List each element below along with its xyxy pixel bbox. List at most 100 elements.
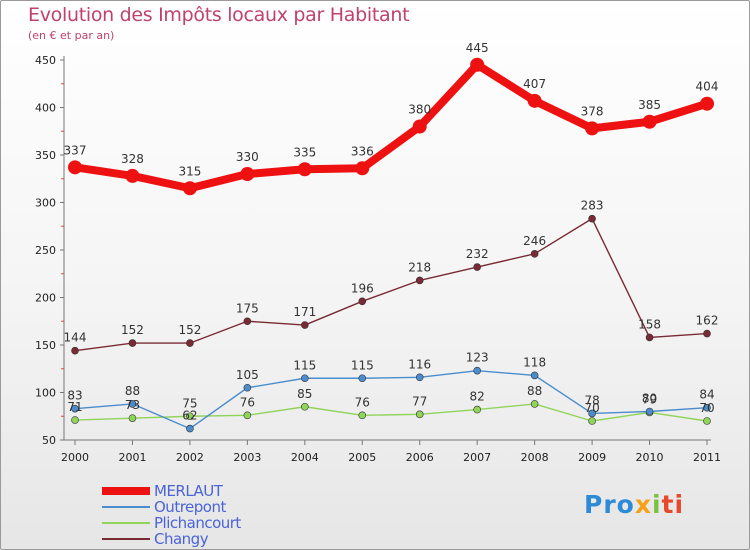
data-point — [301, 402, 309, 411]
data-point — [68, 160, 82, 175]
data-point — [415, 410, 424, 419]
data-point — [128, 339, 137, 347]
data-point — [186, 412, 194, 421]
data-label: 196 — [351, 281, 374, 295]
data-point — [301, 374, 309, 383]
legend-item: Changy — [102, 530, 209, 548]
logo-part: ti — [661, 490, 685, 519]
x-tick-label: 2002 — [176, 451, 204, 464]
data-point — [585, 121, 600, 136]
x-tick-label: 2010 — [636, 451, 664, 464]
data-label: 378 — [581, 104, 604, 118]
y-tick-label: 350 — [35, 149, 56, 162]
legend-label: MERLAUT — [154, 482, 224, 500]
chart-title: Evolution des Impôts locaux par Habitant — [28, 4, 410, 26]
data-point — [186, 424, 194, 433]
data-point — [355, 161, 370, 176]
data-label: 315 — [178, 164, 201, 178]
data-point — [297, 162, 312, 177]
data-point — [642, 114, 657, 129]
data-label: 62 — [182, 409, 197, 423]
x-tick-label: 2009 — [578, 451, 606, 464]
data-label: 407 — [523, 77, 546, 91]
data-label: 171 — [293, 305, 316, 319]
data-label: 88 — [125, 384, 140, 398]
data-point — [588, 214, 596, 223]
series-merlaut — [68, 57, 714, 196]
y-tick-label: 450 — [35, 54, 56, 67]
data-label: 404 — [696, 80, 719, 94]
series-plichancourt — [71, 400, 711, 425]
data-label: 123 — [466, 351, 489, 365]
x-tick-label: 2005 — [348, 451, 376, 464]
data-point — [358, 297, 367, 306]
data-label: 152 — [178, 323, 201, 337]
data-point — [186, 339, 194, 347]
data-point — [128, 414, 137, 422]
x-tick-label: 2007 — [463, 451, 491, 464]
data-label: 328 — [121, 152, 144, 166]
series-line — [74, 60, 709, 193]
series-line — [74, 369, 708, 430]
data-label: 162 — [696, 314, 719, 328]
data-point — [645, 333, 654, 342]
legend-label: Outrepont — [154, 498, 226, 516]
data-point — [71, 416, 79, 424]
series-changy — [71, 214, 711, 355]
data-label: 218 — [408, 260, 431, 274]
x-tick-label: 2011 — [693, 451, 721, 464]
y-tick-label: 50 — [42, 434, 56, 447]
y-tick-label: 100 — [35, 387, 56, 400]
data-label: 232 — [466, 247, 489, 261]
x-tick-label: 2008 — [521, 451, 549, 464]
data-label: 80 — [642, 392, 657, 406]
data-point — [71, 346, 79, 355]
legend-item: Plichancourt — [102, 514, 242, 532]
data-label: 144 — [64, 331, 87, 345]
data-label: 116 — [408, 357, 431, 371]
logo-part: Pro — [584, 490, 635, 519]
data-label: 158 — [638, 317, 661, 331]
data-point — [703, 329, 711, 338]
y-tick-label: 250 — [35, 244, 56, 257]
data-point — [358, 411, 367, 420]
y-tick-label: 200 — [35, 292, 56, 305]
data-label: 115 — [351, 358, 374, 372]
data-label: 246 — [523, 234, 546, 248]
data-label: 115 — [293, 358, 316, 372]
data-label: 77 — [412, 394, 427, 408]
data-point — [588, 417, 596, 425]
series-outrepont — [71, 366, 711, 433]
data-point — [700, 96, 714, 111]
data-point — [125, 168, 140, 183]
data-point — [412, 119, 427, 134]
x-tick-label: 2006 — [406, 451, 434, 464]
data-label: 380 — [408, 103, 431, 117]
data-label: 71 — [67, 400, 82, 414]
data-point — [703, 417, 711, 425]
data-point — [240, 167, 255, 181]
x-tick-label: 2003 — [233, 451, 261, 464]
data-label: 79 — [642, 392, 657, 406]
data-point — [415, 276, 424, 285]
logo-part: x — [634, 490, 652, 519]
data-point — [530, 371, 539, 380]
data-label: 75 — [182, 396, 197, 410]
x-tick-label: 2004 — [291, 451, 319, 464]
y-tick-label: 400 — [35, 102, 56, 115]
data-label: 175 — [236, 301, 259, 315]
chart-subtitle: (en € et par an) — [28, 29, 115, 42]
series-line — [74, 403, 708, 422]
data-point — [645, 407, 654, 416]
data-label: 283 — [581, 199, 604, 213]
data-point — [473, 366, 481, 375]
legend-item: MERLAUT — [102, 482, 224, 500]
data-label: 335 — [293, 145, 316, 159]
data-point — [243, 317, 252, 326]
data-point — [530, 400, 539, 408]
data-label: 385 — [638, 98, 661, 112]
data-label: 88 — [527, 384, 542, 398]
data-label: 82 — [470, 390, 485, 404]
